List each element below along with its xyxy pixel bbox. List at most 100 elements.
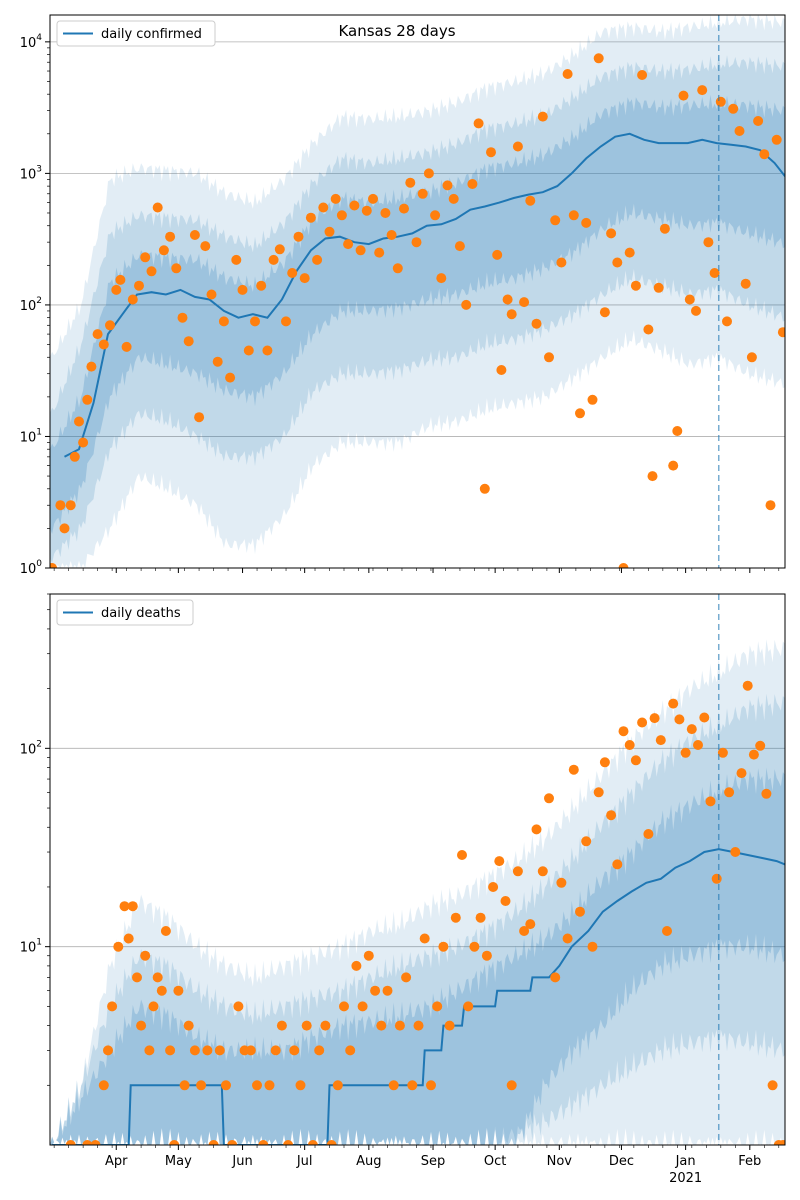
data-point — [728, 103, 739, 114]
legend: daily deaths — [56, 599, 194, 626]
data-point — [709, 268, 720, 278]
data-point — [587, 394, 598, 405]
series-lines — [64, 132, 785, 458]
data-point — [270, 1045, 281, 1056]
x-tick-label: Oct — [484, 1154, 506, 1169]
data-point — [268, 254, 279, 265]
data-point — [423, 168, 434, 179]
data-point — [98, 1080, 109, 1091]
data-point — [50, 563, 58, 568]
data-point — [454, 241, 465, 252]
data-point — [525, 195, 536, 206]
data-point — [179, 1080, 190, 1091]
data-point — [281, 316, 291, 327]
data-point — [134, 280, 144, 291]
data-point — [82, 1140, 93, 1145]
data-point — [399, 203, 409, 214]
data-point — [556, 877, 567, 888]
data-point — [686, 724, 697, 735]
data-point — [363, 950, 374, 961]
data-point — [593, 53, 604, 64]
x-tick-label: Dec — [609, 1154, 634, 1169]
data-point — [140, 950, 151, 961]
data-point — [717, 747, 728, 758]
x-tick-label: May — [165, 1154, 192, 1169]
data-point — [189, 230, 200, 240]
data-point — [357, 1001, 368, 1012]
data-point — [227, 1140, 238, 1145]
data-point — [599, 757, 610, 768]
data-point — [200, 241, 211, 252]
y-tick-label: 101 — [20, 938, 42, 956]
data-point — [748, 749, 759, 760]
data-point — [370, 985, 381, 996]
data-point — [544, 352, 554, 363]
confirmed-panel: 100 101 102 103 104 Kansas 28 days daily con… — [20, 14, 786, 577]
data-point — [202, 1045, 213, 1056]
data-point — [653, 282, 664, 293]
data-point — [525, 919, 536, 930]
data-point — [742, 680, 753, 691]
data-point — [98, 339, 109, 350]
data-point — [473, 118, 484, 129]
data-point — [320, 1020, 331, 1031]
deaths-panel: 101 102 Apr May Jun Jul Aug Sep Oct Nov Dec Jan Feb… — [20, 593, 786, 1186]
data-point — [171, 263, 182, 274]
data-point — [575, 408, 585, 419]
uncertainty-band — [50, 94, 785, 534]
data-point — [668, 460, 679, 471]
median-line — [52, 848, 785, 1145]
y-axis-ticks: 100 101 102 103 104 — [20, 33, 50, 577]
y-tick-label: 104 — [20, 33, 43, 51]
data-point — [659, 223, 670, 234]
data-point — [336, 210, 347, 221]
data-point — [759, 149, 770, 160]
data-point — [544, 793, 554, 804]
data-point — [394, 1020, 405, 1031]
data-point — [612, 257, 623, 268]
legend-label: daily confirmed — [101, 27, 202, 42]
data-point — [512, 866, 523, 877]
data-point — [194, 412, 205, 423]
legend: daily confirmed — [56, 20, 216, 47]
data-point — [643, 829, 654, 839]
data-point — [438, 941, 449, 952]
data-point — [512, 141, 523, 152]
y-gridlines — [50, 747, 785, 948]
data-point — [684, 294, 695, 305]
data-point — [330, 193, 341, 204]
data-point — [746, 352, 757, 363]
data-point — [401, 972, 412, 983]
data-point — [119, 901, 130, 912]
data-point — [612, 859, 623, 870]
data-point — [307, 1140, 318, 1145]
data-point — [691, 305, 701, 316]
x-axis-ticks: Apr May Jun Jul Aug Sep Oct Nov Dec Jan Feb — [53, 1145, 780, 1169]
data-point — [761, 788, 772, 799]
observed-points — [65, 680, 785, 1145]
data-point — [123, 933, 134, 944]
data-point — [74, 416, 84, 427]
data-point — [407, 1080, 418, 1091]
data-point — [231, 254, 242, 265]
data-point — [301, 1020, 312, 1031]
y-axis-ticks: 101 102 — [20, 593, 50, 1086]
data-point — [417, 188, 428, 199]
data-point — [65, 1140, 76, 1145]
uncertainty-band — [50, 639, 785, 1145]
data-point — [430, 210, 441, 221]
data-point — [531, 318, 542, 329]
y-tick-label: 102 — [20, 296, 42, 314]
data-point — [703, 237, 714, 248]
data-point — [392, 263, 403, 274]
data-point — [208, 1140, 219, 1145]
plot-frame — [49, 14, 786, 569]
data-point — [169, 1140, 180, 1145]
data-point — [258, 1140, 269, 1145]
data-point — [581, 217, 592, 228]
data-point — [252, 1080, 262, 1091]
data-point — [243, 345, 254, 356]
data-point — [127, 901, 138, 912]
data-point — [218, 316, 229, 327]
